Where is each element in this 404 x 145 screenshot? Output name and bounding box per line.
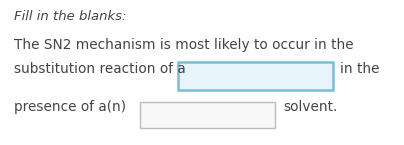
Text: Fill in the blanks:: Fill in the blanks:	[14, 10, 126, 23]
Text: in the: in the	[340, 62, 379, 76]
Text: substitution reaction of a: substitution reaction of a	[14, 62, 186, 76]
Text: presence of a(n): presence of a(n)	[14, 100, 126, 114]
Text: solvent.: solvent.	[283, 100, 337, 114]
Text: The SN2 mechanism is most likely to occur in the: The SN2 mechanism is most likely to occu…	[14, 38, 354, 52]
